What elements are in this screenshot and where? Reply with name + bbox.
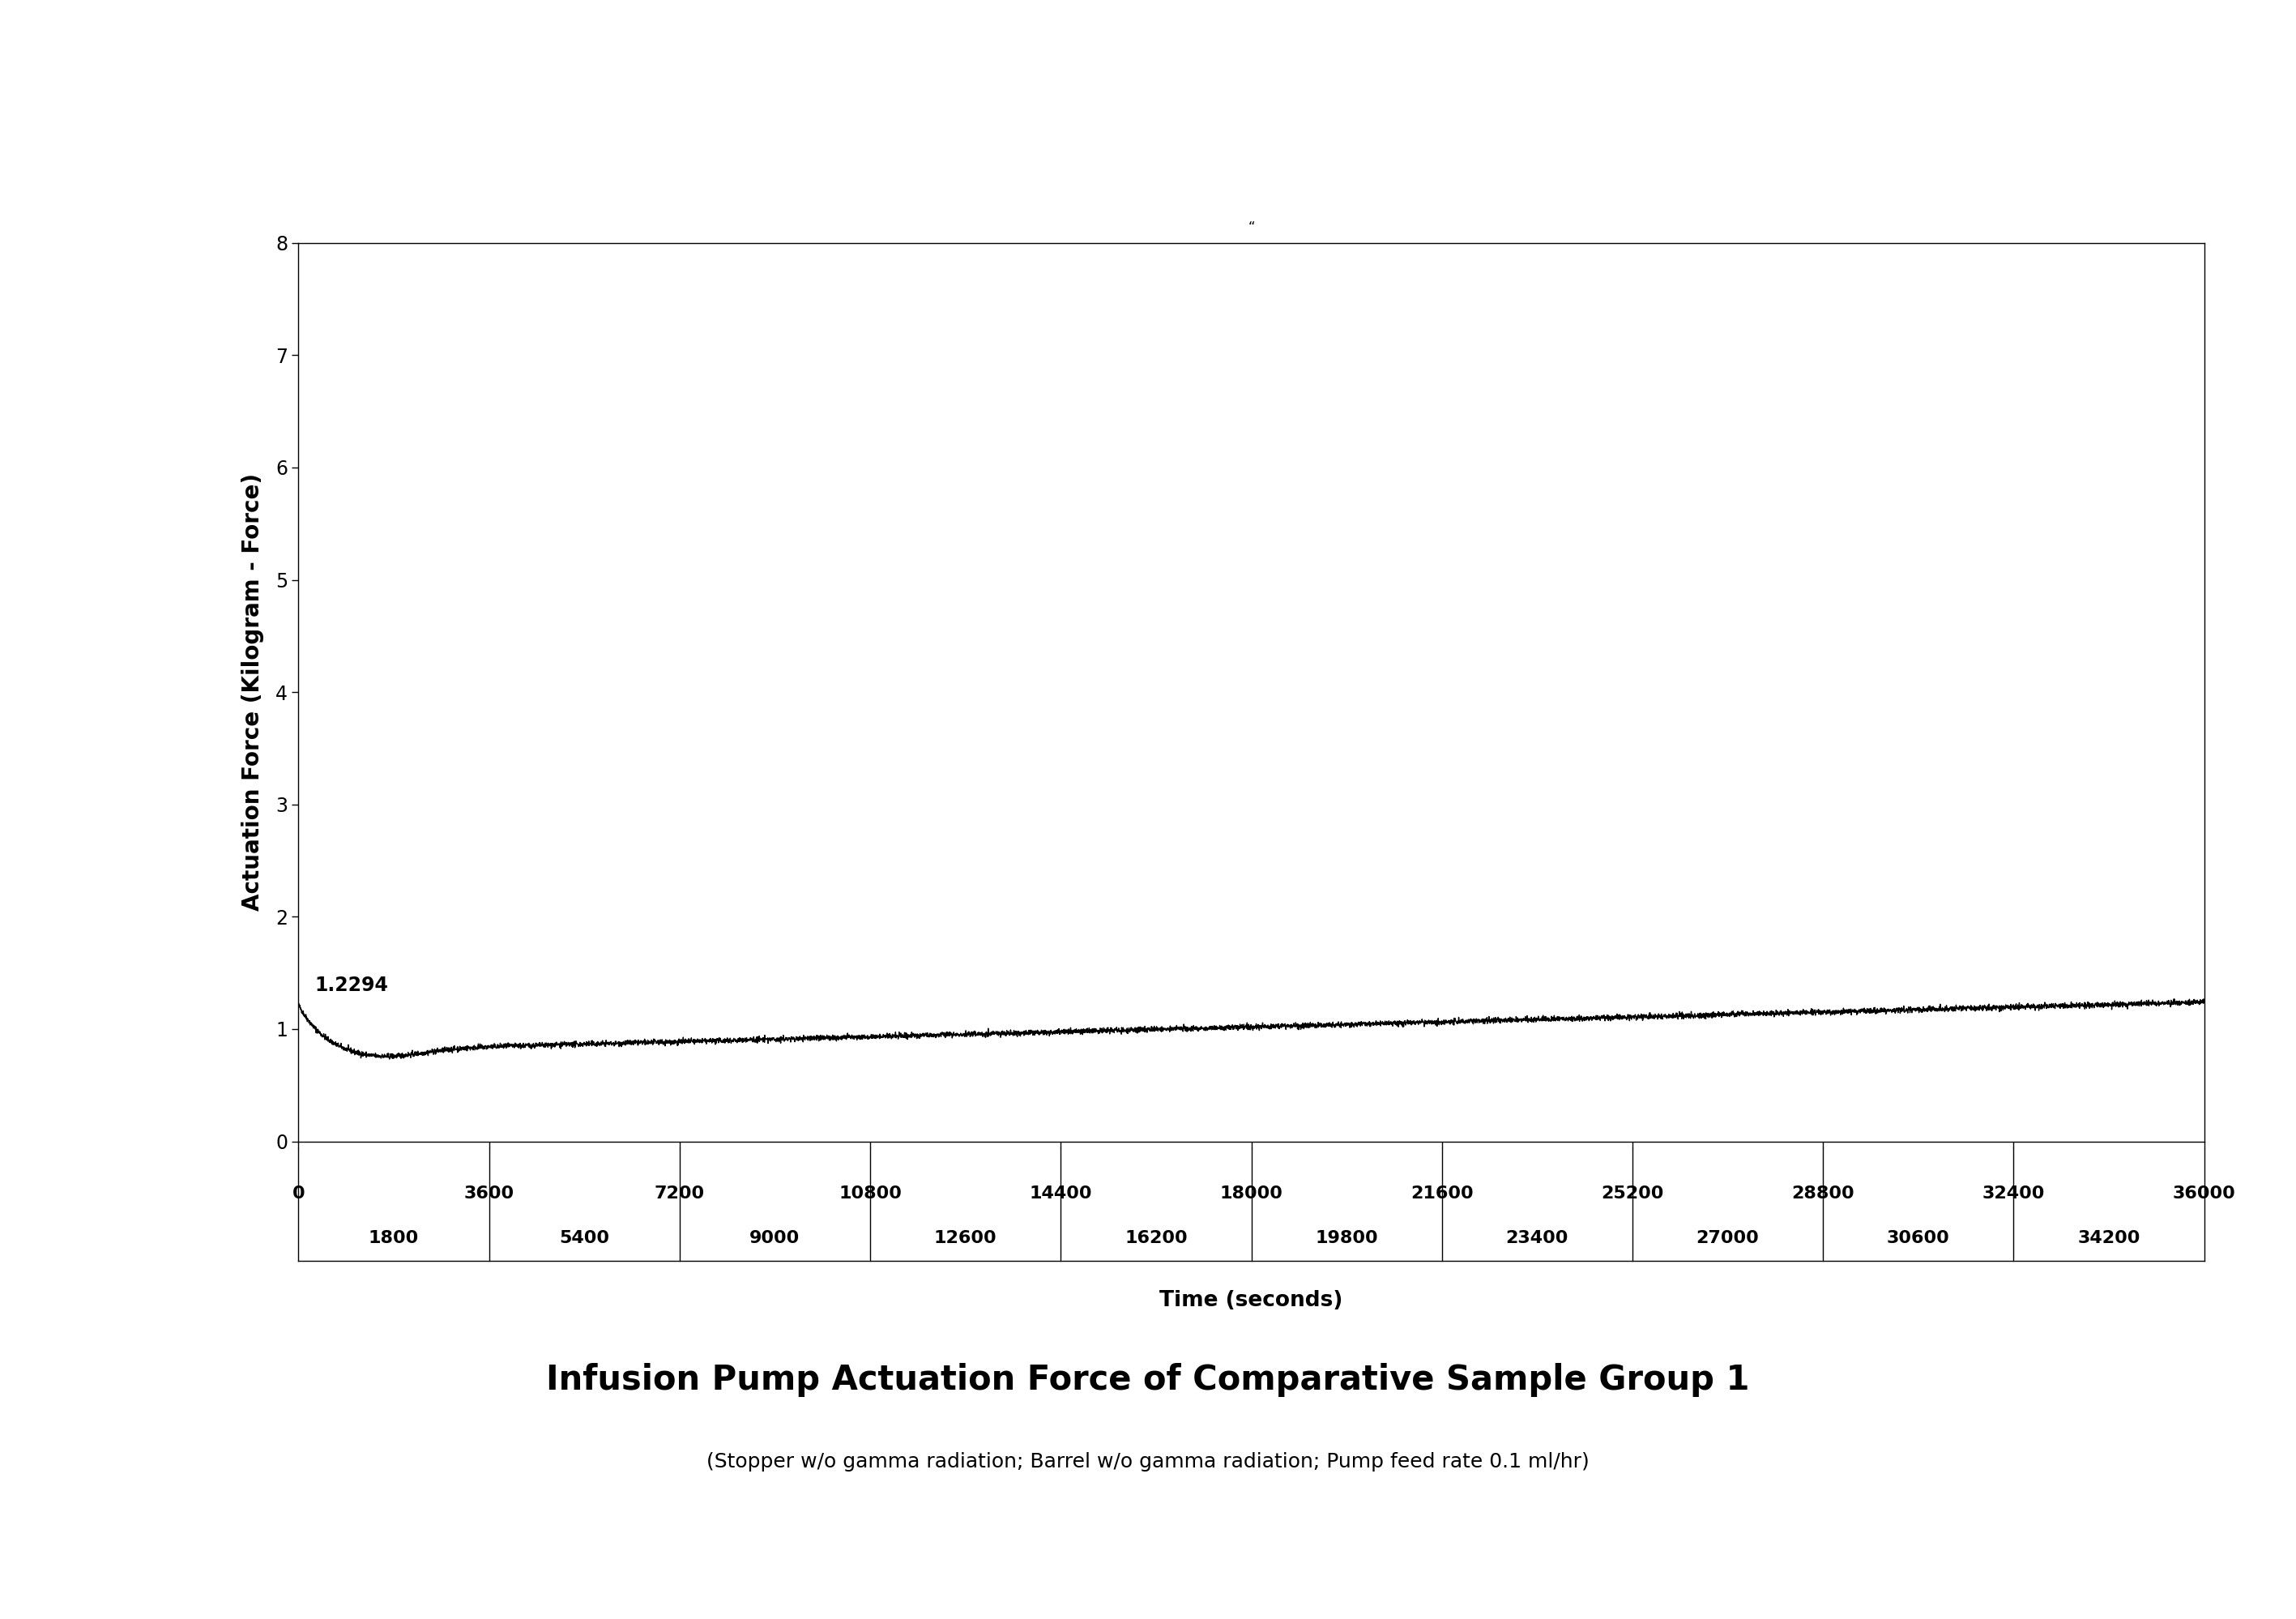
Text: 14400: 14400 xyxy=(1029,1185,1093,1201)
Text: “: “ xyxy=(1249,220,1254,235)
Text: 1.2294: 1.2294 xyxy=(315,976,388,996)
Text: 25200: 25200 xyxy=(1600,1185,1665,1201)
Text: 12600: 12600 xyxy=(934,1230,996,1247)
Text: 7200: 7200 xyxy=(654,1185,705,1201)
Text: 19800: 19800 xyxy=(1316,1230,1378,1247)
Text: 21600: 21600 xyxy=(1410,1185,1474,1201)
Text: 18000: 18000 xyxy=(1219,1185,1283,1201)
Text: 16200: 16200 xyxy=(1125,1230,1187,1247)
Text: 3600: 3600 xyxy=(464,1185,514,1201)
Text: Time (seconds): Time (seconds) xyxy=(1159,1290,1343,1311)
Text: 1800: 1800 xyxy=(370,1230,418,1247)
Text: 30600: 30600 xyxy=(1887,1230,1949,1247)
Text: 0: 0 xyxy=(292,1185,305,1201)
Text: 10800: 10800 xyxy=(838,1185,902,1201)
Text: 27000: 27000 xyxy=(1697,1230,1759,1247)
Text: Infusion Pump Actuation Force of Comparative Sample Group 1: Infusion Pump Actuation Force of Compara… xyxy=(546,1363,1750,1397)
Text: 32400: 32400 xyxy=(1981,1185,2046,1201)
Y-axis label: Actuation Force (Kilogram - Force): Actuation Force (Kilogram - Force) xyxy=(241,473,264,911)
Text: 9000: 9000 xyxy=(751,1230,799,1247)
Text: 34200: 34200 xyxy=(2078,1230,2140,1247)
Text: (Stopper w/o gamma radiation; Barrel w/o gamma radiation; Pump feed rate 0.1 ml/: (Stopper w/o gamma radiation; Barrel w/o… xyxy=(707,1452,1589,1472)
Text: 5400: 5400 xyxy=(560,1230,608,1247)
Text: 28800: 28800 xyxy=(1791,1185,1855,1201)
Text: 36000: 36000 xyxy=(2172,1185,2236,1201)
Text: 23400: 23400 xyxy=(1506,1230,1568,1247)
